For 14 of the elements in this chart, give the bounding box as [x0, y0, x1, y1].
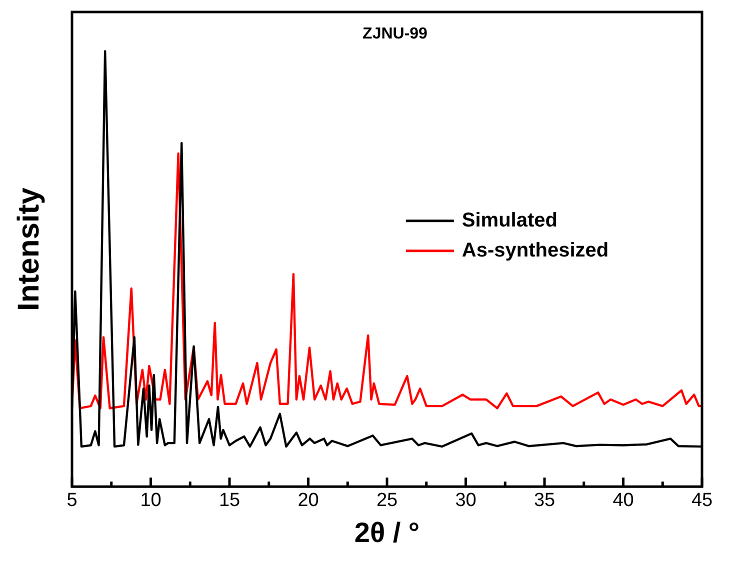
- x-axis-title: 2θ / °: [354, 516, 420, 548]
- legend-label: As-synthesized: [462, 239, 609, 262]
- x-tick-label: 40: [612, 490, 634, 512]
- legend-label: Simulated: [462, 209, 558, 232]
- x-tick-label: 30: [455, 490, 476, 512]
- x-tick-label: 5: [66, 490, 78, 512]
- x-tick-label: 25: [376, 490, 398, 512]
- chart-title: ZJNU-99: [362, 25, 428, 42]
- x-tick-label: 35: [534, 490, 556, 512]
- y-axis-title: Intensity: [12, 187, 46, 311]
- x-tick-label: 45: [691, 490, 713, 512]
- x-tick-label: 20: [298, 490, 319, 512]
- x-tick-label: 15: [218, 490, 240, 512]
- x-tick-label: 10: [140, 490, 162, 512]
